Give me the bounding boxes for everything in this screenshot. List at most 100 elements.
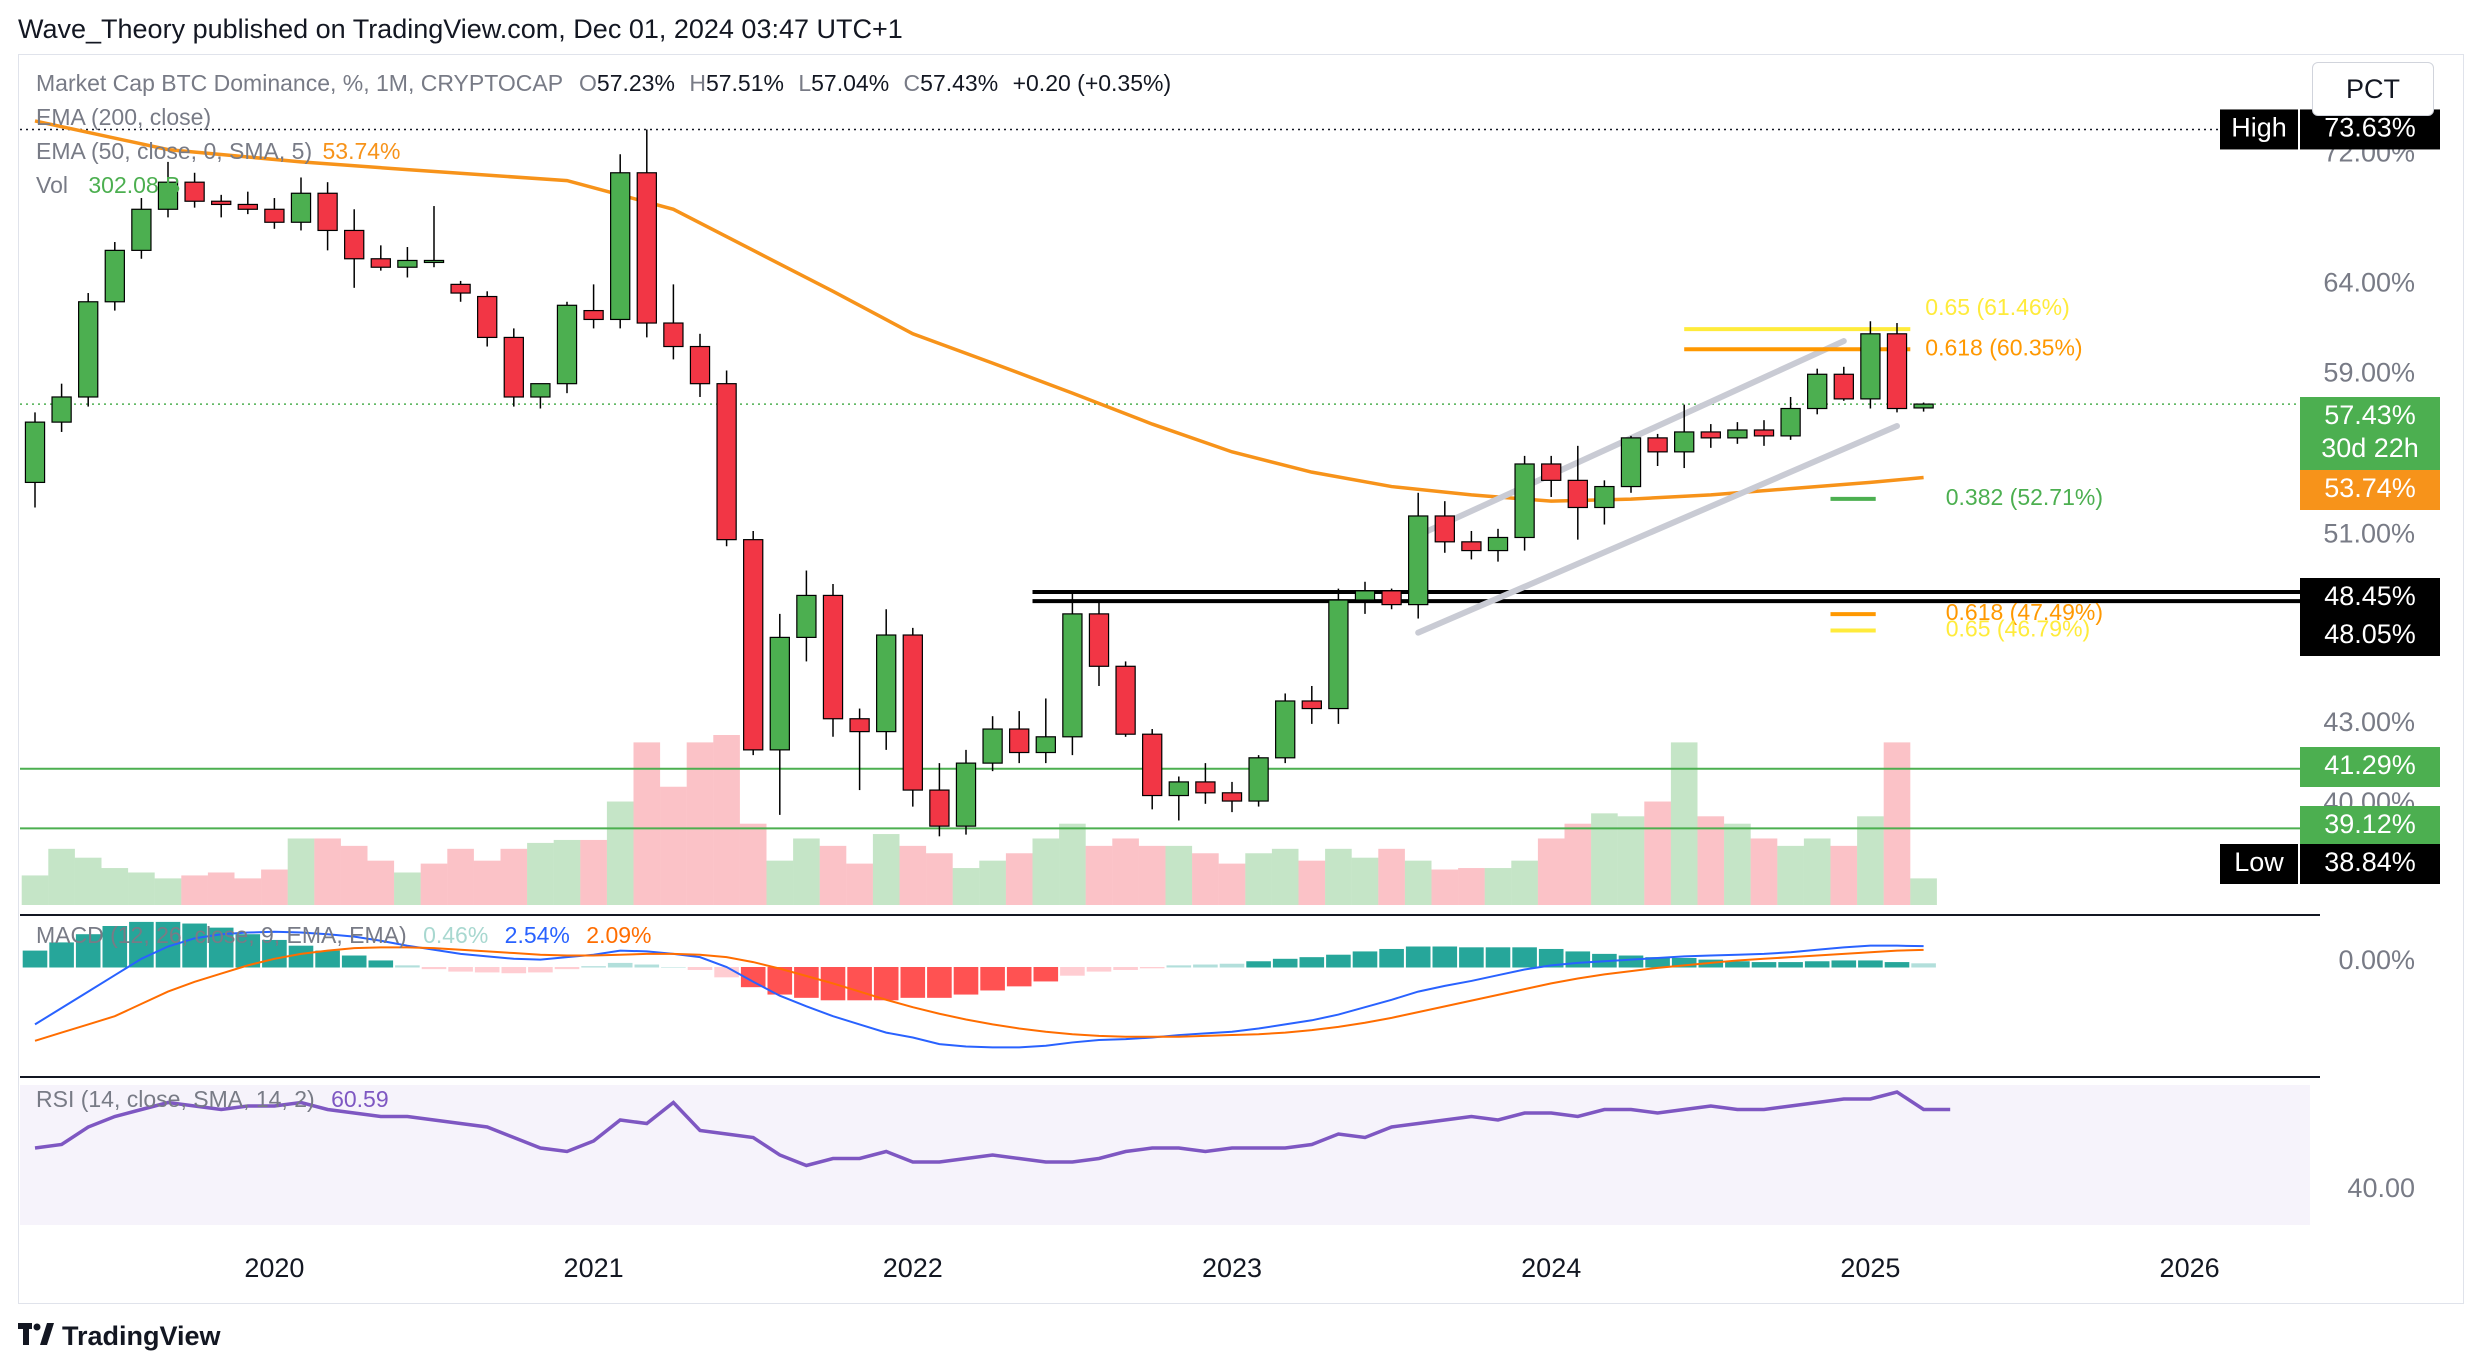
candle — [822, 584, 844, 737]
macd-y-tick: 0.00% — [2338, 945, 2415, 975]
volume-bar — [74, 857, 102, 905]
volume-bar — [979, 860, 1006, 905]
volume-bar — [952, 868, 980, 905]
macd-histogram-bar — [474, 967, 500, 973]
x-tick-label: 2025 — [1840, 1253, 1900, 1283]
macd-histogram-bar — [554, 967, 580, 970]
pct-scale-button[interactable]: PCT — [2312, 62, 2434, 116]
candle-body — [636, 172, 657, 324]
volume-bar — [1564, 823, 1592, 905]
macd-histogram-bar — [1485, 947, 1511, 968]
candle-body — [1035, 736, 1056, 754]
fib-layer: 0.65 (61.46%) 0.618 (60.35%) 0.382 (52.71%… — [1684, 294, 2103, 642]
candle-body — [1408, 515, 1429, 606]
candle — [1487, 528, 1509, 562]
candle-body — [423, 259, 445, 264]
candle-body — [237, 203, 258, 210]
macd-histogram-bar — [1645, 957, 1670, 968]
candle — [583, 284, 604, 329]
macd-histogram-bar — [1166, 965, 1192, 968]
candle-body — [1275, 700, 1296, 759]
tradingview-brand[interactable]: TradingView — [18, 1320, 221, 1352]
macd-histogram-bar — [528, 967, 553, 973]
candle — [1647, 433, 1668, 467]
volume-bar — [819, 845, 847, 905]
volume-bar — [1591, 813, 1618, 905]
candle — [1913, 402, 1934, 412]
candle-body — [370, 258, 391, 268]
macd-histogram-bar — [1193, 964, 1218, 968]
candle — [556, 301, 578, 394]
price-badge-text: 57.43% — [2324, 400, 2416, 430]
volume-bar — [1192, 853, 1219, 905]
candle-body — [663, 322, 684, 348]
macd-histogram-bar — [1272, 958, 1298, 968]
volume-bar — [394, 872, 421, 905]
volume-bar — [367, 860, 395, 905]
legend-vol: Vol 302.08 B — [36, 172, 180, 199]
candle-body — [211, 200, 232, 206]
level-lines — [20, 128, 2315, 830]
candle — [1275, 693, 1296, 764]
candle — [24, 412, 46, 508]
y-tick-label: 64.00% — [2323, 267, 2415, 297]
candle-body — [1594, 485, 1615, 509]
candle-body — [503, 336, 524, 398]
macd-histogram-bar — [1911, 963, 1936, 968]
volume-bar — [1218, 863, 1246, 905]
volume-bar — [580, 839, 607, 905]
candle-body — [1381, 590, 1402, 606]
legend-rsi: RSI (14, close, SMA, 14, 2) 60.59 — [36, 1086, 389, 1113]
legend-change: +0.20 (+0.35%) — [1012, 70, 1172, 96]
volume-bar — [1617, 816, 1645, 905]
candle — [1195, 763, 1216, 804]
candle — [1142, 729, 1163, 810]
candle — [477, 291, 498, 347]
candle-body — [1913, 403, 1934, 409]
volume-bar — [606, 801, 634, 905]
candle-body — [689, 345, 711, 385]
legend-macd-line: 2.54% — [504, 922, 570, 948]
candle-body — [397, 259, 418, 268]
legend-rsi-value: 60.59 — [331, 1086, 389, 1112]
macd-histogram-bar — [1139, 967, 1165, 969]
candle — [1035, 698, 1056, 764]
macd-histogram-bar — [1219, 963, 1245, 968]
candle-body — [317, 192, 338, 232]
candle — [1301, 685, 1322, 724]
volume-bar — [1670, 742, 1698, 905]
legend-c: 57.43% — [920, 70, 999, 96]
volume-bar — [48, 848, 75, 905]
low-badge — [2300, 844, 2440, 884]
x-tick-label: 2026 — [2160, 1253, 2220, 1283]
macd-histogram-bar — [634, 964, 660, 968]
volume-bar — [287, 838, 315, 905]
candle-body — [1248, 757, 1269, 802]
tradingview-logo-icon — [18, 1320, 54, 1352]
candle-body — [1647, 437, 1668, 453]
candle-body — [1567, 479, 1588, 509]
macd-histogram-bar — [368, 960, 394, 968]
candle-body — [290, 192, 312, 223]
candle — [530, 383, 551, 409]
volume-bar — [21, 875, 49, 905]
legend-vol-label: Vol — [36, 172, 68, 198]
candle — [1567, 445, 1588, 540]
macd-histogram-bar — [1405, 946, 1431, 968]
candle-body — [1620, 437, 1642, 488]
candle — [743, 530, 764, 756]
macd-histogram-bar — [22, 950, 48, 968]
candle — [876, 609, 897, 750]
candle — [796, 570, 817, 662]
candle-body — [1700, 431, 1721, 439]
candle-body — [1833, 373, 1854, 400]
volume-bar — [1750, 838, 1778, 905]
y-tick-label: 43.00% — [2323, 707, 2415, 737]
candle — [1221, 781, 1243, 813]
legend-macd-label: MACD (12, 26, close, 9, EMA, EMA) — [36, 922, 407, 948]
candle — [1886, 323, 1908, 413]
badge-layer: High 73.63% 57.43%30d 22h 53.74% 48.45% 48.05… — [2220, 109, 2440, 884]
macd-histogram-bar — [1778, 962, 1803, 968]
low-badge-tag-text: Low — [2234, 847, 2284, 877]
